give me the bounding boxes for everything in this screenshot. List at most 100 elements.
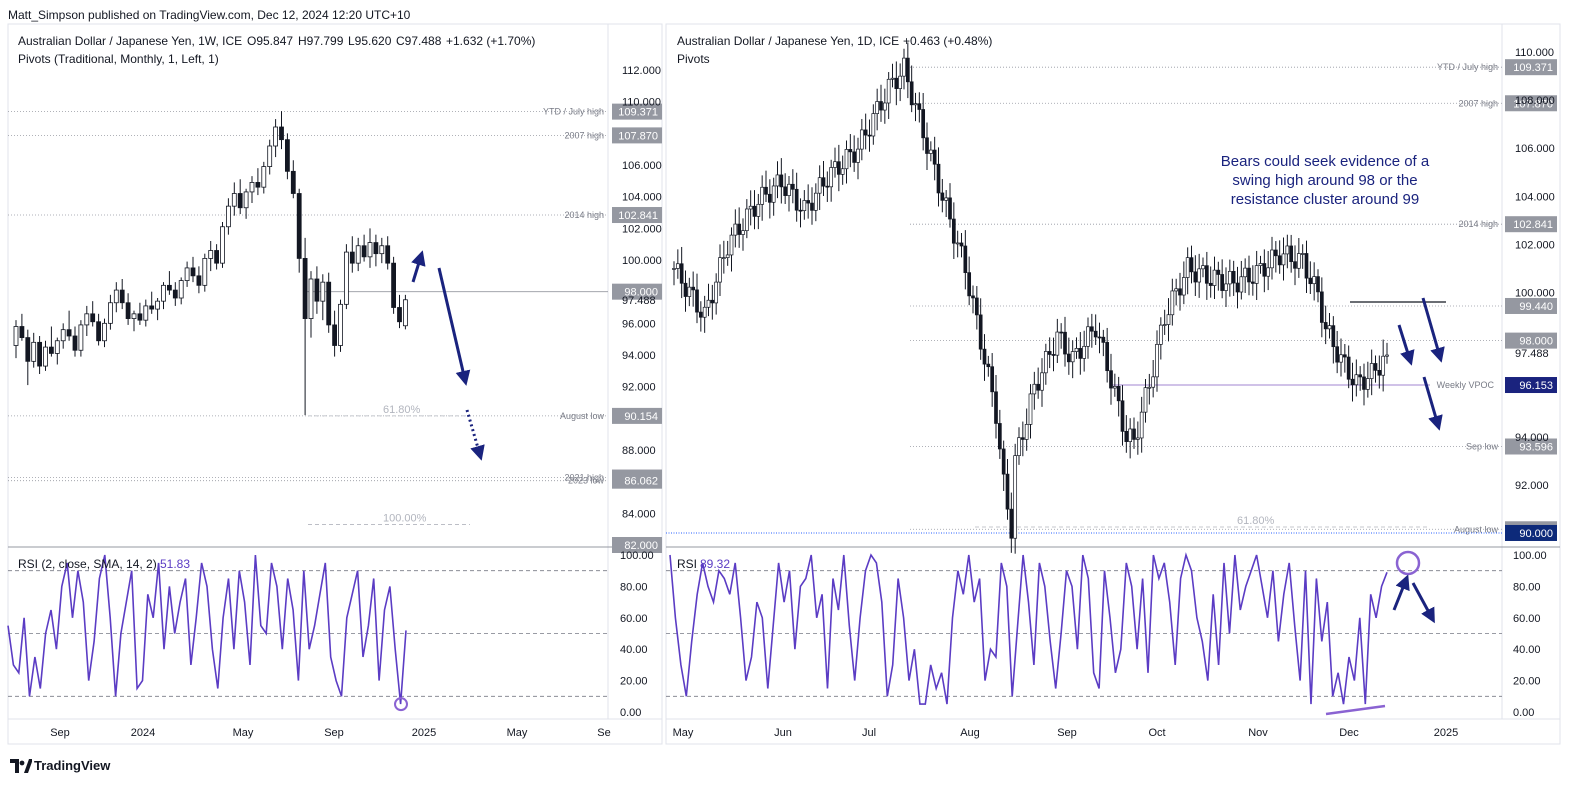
- right-price-tick: 97.488: [1515, 348, 1549, 360]
- left-candle-body: [391, 262, 397, 308]
- left-down-arrow: [437, 267, 471, 386]
- right-rsi-tick: 60.00: [1513, 613, 1541, 625]
- right-candle-body: [1139, 411, 1144, 439]
- right-candle-body: [1193, 271, 1198, 283]
- left-price-badge-text: 86.062: [624, 476, 658, 488]
- right-candle-body: [733, 223, 738, 236]
- right-panel-frame: [665, 23, 1561, 745]
- left-ohlc-change: +1.632 (+1.70%): [446, 34, 535, 48]
- right-candle-body: [1097, 336, 1102, 339]
- right-candle-body: [1365, 378, 1370, 390]
- left-price-badge: [612, 472, 662, 489]
- annotation-line: Bears could seek evidence of a: [1221, 153, 1430, 170]
- right-candle-body: [698, 311, 703, 318]
- left-fib-label: 61.80%: [383, 404, 421, 416]
- right-price-badge: [1505, 332, 1557, 349]
- right-candle-body: [1289, 245, 1294, 263]
- left-price-badge-text: 102.841: [618, 210, 658, 222]
- right-candle-body: [1101, 336, 1106, 343]
- right-candle-body: [1063, 331, 1067, 355]
- right-candle-body: [1342, 354, 1347, 358]
- right-candle-body: [1346, 356, 1351, 380]
- right-candle-body: [1304, 253, 1309, 279]
- right-candle-body: [1204, 265, 1209, 284]
- left-candle-body: [314, 278, 320, 302]
- left-candle-body: [231, 193, 237, 207]
- right-candle-body: [1273, 249, 1278, 257]
- right-level-label: Weekly VPOC: [1437, 380, 1495, 390]
- left-rsi-tick: 0.00: [620, 707, 641, 719]
- right-candle-body: [1362, 376, 1366, 390]
- right-candle-body: [1166, 314, 1171, 325]
- right-chart-title: Australian Dollar / Japanese Yen, 1D, IC…: [677, 34, 899, 48]
- left-candle-body: [237, 193, 243, 209]
- right-candle-body: [971, 295, 975, 299]
- right-time-tick: 2025: [1434, 727, 1458, 739]
- left-price-tick: 102.000: [622, 223, 662, 235]
- left-candle-body: [326, 281, 332, 326]
- right-candle-body: [1036, 383, 1041, 391]
- right-candle-body: [1178, 288, 1182, 296]
- left-time-tick: Sep: [50, 727, 70, 739]
- left-panel-frame: [7, 23, 663, 745]
- right-candle-body: [840, 168, 845, 175]
- right-candle-body: [783, 186, 788, 196]
- right-candle-body: [1151, 376, 1156, 388]
- left-price-tick: 97.488: [622, 295, 656, 307]
- left-candle-body: [54, 340, 60, 354]
- right-candle-body: [1235, 282, 1240, 293]
- right-time-tick: Oct: [1148, 727, 1165, 739]
- right-level-label: August low: [1454, 524, 1499, 534]
- left-candle-body: [161, 284, 166, 302]
- right-candle-body: [1354, 374, 1359, 386]
- left-time-tick: May: [507, 727, 528, 739]
- right-price-tick: 110.000: [1515, 47, 1554, 59]
- right-candle-body: [691, 286, 696, 291]
- right-candle-body: [1170, 290, 1175, 316]
- left-up-arrow: [411, 250, 426, 283]
- right-candle-body: [925, 137, 929, 154]
- right-price-badge-text: 93.596: [1519, 442, 1553, 454]
- annotation-text: Bears could seek evidence of a swing high…: [1221, 153, 1430, 208]
- left-price-tick: 88.000: [622, 445, 656, 457]
- right-candle-body: [1335, 346, 1340, 363]
- left-candle-body: [37, 341, 42, 367]
- right-candle-body: [1331, 325, 1336, 348]
- rsi-down-arrow: [1411, 582, 1435, 624]
- right-candle-body: [959, 242, 964, 247]
- right-candle-body: [879, 101, 883, 111]
- left-candle-body: [249, 182, 255, 193]
- left-candle-body: [137, 313, 143, 321]
- annotation-line: resistance cluster around 99: [1231, 191, 1419, 208]
- right-candle-body: [1258, 263, 1263, 266]
- left-candle-body: [243, 191, 249, 209]
- left-level-label: 2021 high: [564, 473, 604, 483]
- right-candle-body: [1189, 257, 1194, 273]
- right-rsi-tick: 80.00: [1513, 581, 1541, 593]
- right-candle-body: [813, 192, 818, 211]
- left-key-levels: YTD / July high 109.371 2007 high 107.870 20…: [8, 103, 662, 553]
- left-rsi-tick: 80.00: [620, 581, 648, 593]
- right-candle-body: [1043, 351, 1048, 374]
- right-candle-body: [1281, 253, 1286, 266]
- right-price-badge-text: 102.841: [1513, 219, 1553, 231]
- right-candle-body: [974, 297, 979, 316]
- right-candle-body: [1128, 428, 1133, 442]
- left-candle-body: [25, 337, 31, 362]
- left-rsi-tick: 100.00: [620, 550, 654, 562]
- left-price-badge-text: 98.000: [624, 287, 658, 299]
- left-dotted-down-arrow: [465, 409, 485, 461]
- right-candle-body: [1155, 344, 1159, 378]
- right-candle-body: [1132, 428, 1136, 440]
- left-candle-body: [202, 258, 208, 286]
- left-price-tick: 84.000: [622, 508, 656, 520]
- rsi-low-circle: [394, 697, 408, 712]
- right-price-badge-text: 90.000: [1519, 528, 1553, 540]
- left-candle-body: [397, 307, 402, 323]
- left-candle-body: [49, 346, 54, 354]
- right-candle-body: [871, 113, 876, 137]
- left-candle-body: [172, 289, 178, 299]
- right-price-tick: 92.000: [1515, 480, 1549, 492]
- right-time-tick: Dec: [1339, 727, 1359, 739]
- right-candle-body: [1250, 281, 1255, 284]
